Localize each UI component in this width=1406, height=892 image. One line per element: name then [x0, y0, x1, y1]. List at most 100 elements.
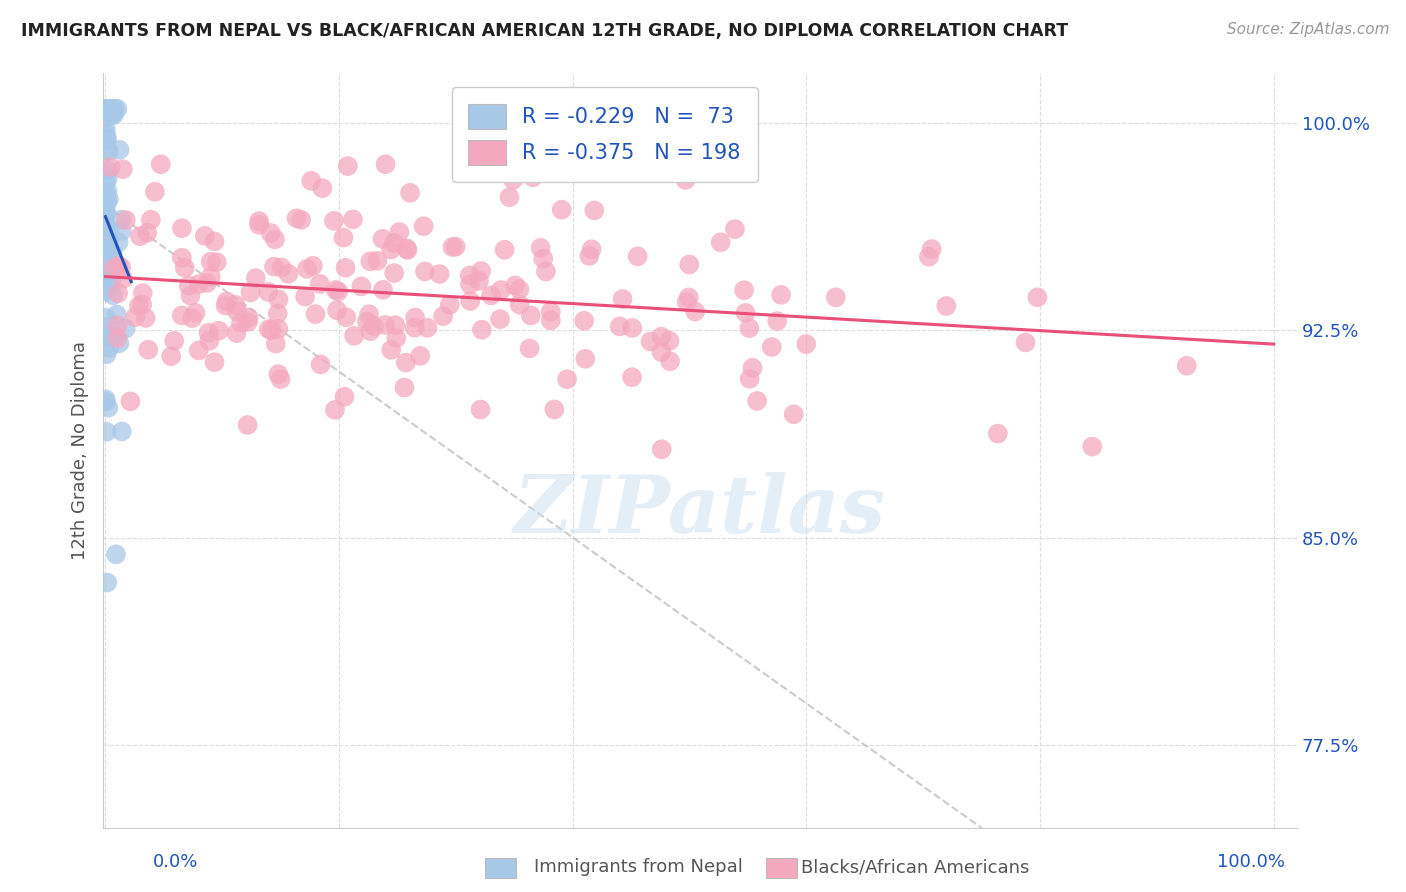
Point [343, 328, 366, 343]
Point [395, 356, 418, 370]
Point [413, 264, 436, 278]
Point [124, 310, 146, 325]
Point [395, 241, 418, 255]
Point [522, 170, 544, 185]
Point [96, 425, 118, 439]
Point [263, 260, 285, 274]
Point [229, 316, 252, 330]
Point [380, 343, 402, 357]
Point [149, 157, 172, 171]
Point [104, 102, 127, 116]
Point [96, 184, 118, 198]
Point [108, 143, 131, 157]
Point [509, 298, 531, 312]
Point [409, 349, 432, 363]
Point [782, 407, 804, 421]
Point [311, 181, 333, 195]
Point [131, 297, 153, 311]
Point [555, 372, 578, 386]
Point [197, 326, 219, 340]
Point [103, 102, 125, 116]
Point [98, 280, 121, 294]
Point [225, 326, 247, 341]
Point [214, 299, 236, 313]
Point [388, 225, 411, 239]
Point [439, 298, 461, 312]
Y-axis label: 12th Grade, No Diploma: 12th Grade, No Diploma [72, 341, 89, 560]
Point [489, 283, 512, 297]
Point [96, 134, 118, 148]
Point [326, 303, 349, 318]
Point [935, 299, 957, 313]
Point [200, 254, 222, 268]
Point [543, 402, 565, 417]
Point [578, 249, 600, 263]
Point [583, 203, 606, 218]
Point [531, 252, 554, 266]
Point [97, 102, 120, 116]
Point [302, 259, 325, 273]
Point [794, 337, 817, 351]
Point [441, 240, 464, 254]
Point [356, 314, 378, 328]
Point [683, 304, 706, 318]
Point [359, 254, 381, 268]
Point [257, 322, 280, 336]
Point [96, 240, 118, 254]
Point [295, 261, 318, 276]
Point [135, 310, 157, 325]
Point [177, 278, 200, 293]
Point [678, 290, 700, 304]
Point [96, 260, 118, 274]
Point [309, 358, 332, 372]
Point [371, 283, 394, 297]
Point [412, 219, 434, 234]
Point [724, 222, 747, 236]
Point [502, 173, 524, 187]
Point [94, 121, 117, 136]
Point [105, 102, 128, 116]
Point [94, 392, 117, 407]
Point [503, 278, 526, 293]
Point [132, 286, 155, 301]
Point [120, 394, 142, 409]
Point [163, 334, 186, 348]
Point [96, 102, 118, 116]
Point [101, 107, 124, 121]
Point [104, 547, 127, 561]
Point [761, 340, 783, 354]
Point [332, 230, 354, 244]
Point [290, 212, 312, 227]
Point [572, 314, 595, 328]
Point [921, 242, 943, 256]
Point [247, 214, 270, 228]
Point [101, 246, 124, 260]
Point [399, 186, 422, 200]
Point [678, 257, 700, 271]
Point [98, 102, 121, 116]
Point [96, 330, 118, 344]
Point [659, 354, 682, 368]
Point [374, 157, 396, 171]
Point [734, 306, 756, 320]
Point [479, 288, 502, 302]
Point [184, 306, 207, 320]
Text: 0.0%: 0.0% [153, 853, 198, 871]
Point [94, 394, 117, 409]
Point [470, 264, 492, 278]
Point [103, 261, 125, 276]
Point [96, 268, 118, 282]
Point [170, 221, 193, 235]
Point [215, 294, 238, 309]
Point [96, 219, 118, 234]
Point [96, 102, 118, 116]
Point [432, 309, 454, 323]
Point [226, 304, 249, 318]
Point [519, 342, 541, 356]
Point [530, 241, 553, 255]
Point [96, 102, 118, 116]
Point [267, 322, 290, 336]
Point [96, 102, 118, 116]
Point [733, 283, 755, 297]
Point [359, 307, 381, 321]
